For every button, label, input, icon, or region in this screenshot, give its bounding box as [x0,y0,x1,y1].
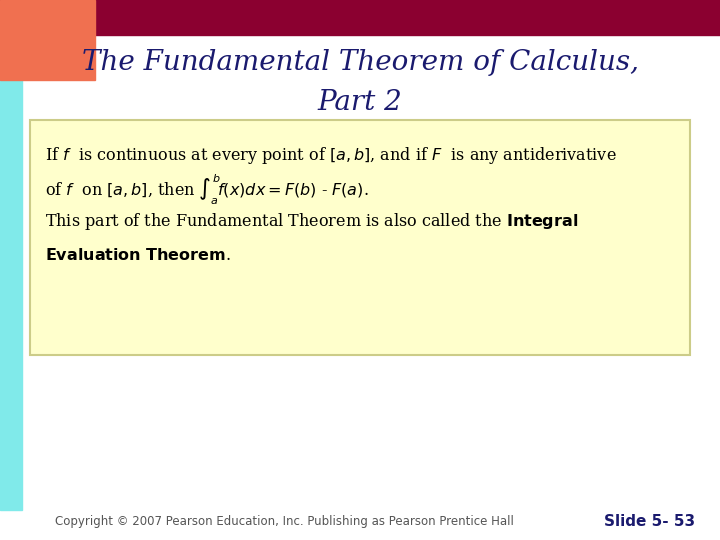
Text: $\mathbf{Evaluation\ Theorem}$.: $\mathbf{Evaluation\ Theorem}$. [45,246,230,264]
Text: The Fundamental Theorem of Calculus,: The Fundamental Theorem of Calculus, [81,49,639,76]
Text: of $f$  on $[a,b]$, then $\int_a^b\! f(x)dx = F(b)$ - $F(a)$.: of $f$ on $[a,b]$, then $\int_a^b\! f(x)… [45,173,369,207]
Text: Copyright © 2007 Pearson Education, Inc. Publishing as Pearson Prentice Hall: Copyright © 2007 Pearson Education, Inc.… [55,516,514,529]
Bar [0,0,720,35]
Text: Part 2: Part 2 [318,90,402,117]
Text: Slide 5- 53: Slide 5- 53 [604,515,695,530]
Bar [30,120,690,355]
Bar [0,0,95,80]
Text: If $f$  is continuous at every point of $[a,b]$, and if $F$  is any antiderivati: If $f$ is continuous at every point of $… [45,145,616,165]
Text: This part of the Fundamental Theorem is also called the $\mathbf{Integral}$: This part of the Fundamental Theorem is … [45,212,578,233]
Bar [0,80,22,510]
